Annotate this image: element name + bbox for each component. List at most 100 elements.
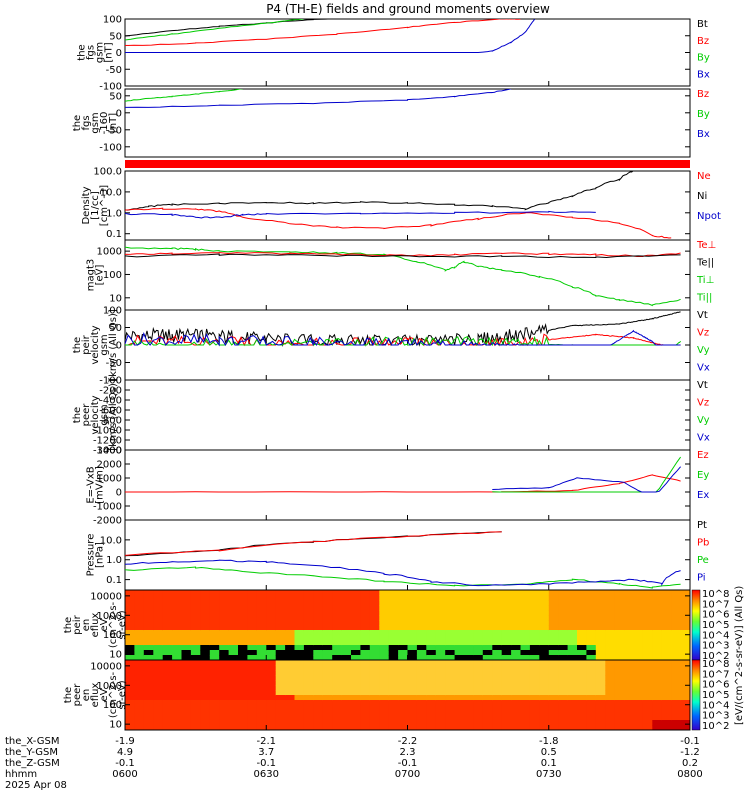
spectrogram-cell (341, 630, 352, 636)
y-axis-label-line: the (72, 115, 83, 131)
spectrogram-cell (247, 640, 258, 646)
spectrogram-cell (285, 725, 295, 730)
spectrogram-cell (238, 595, 248, 601)
spectrogram-cell (595, 625, 606, 631)
spectrogram-cell (303, 720, 314, 726)
spectrogram-cell (595, 610, 606, 616)
spectrogram-cell (605, 650, 616, 656)
spectrogram-cell (661, 615, 672, 621)
spectrogram-cell (595, 695, 606, 701)
spectrogram-cell (322, 605, 333, 611)
y-tick-label: 10 (109, 650, 122, 661)
spectrogram-cell (511, 620, 521, 626)
spectrogram-cell (511, 700, 521, 706)
spectrogram-cell (190, 600, 201, 606)
spectrogram-cell (445, 710, 456, 716)
spectrogram-cell (567, 665, 578, 671)
spectrogram-cell (341, 595, 352, 601)
spectrogram-cell (162, 620, 173, 626)
spectrogram-cell (247, 625, 258, 631)
spectrogram-cell (341, 590, 352, 596)
spectrogram-cell (181, 590, 192, 596)
spectrogram-cell (219, 650, 230, 656)
spectrogram-cell (595, 660, 606, 666)
y-axis-label-line: en (81, 689, 92, 702)
spectrogram-cell (341, 600, 352, 606)
spectrogram-cell (624, 670, 634, 676)
spectrogram-cell (482, 670, 493, 676)
spectrogram-cell (369, 655, 380, 660)
spectrogram-cell (539, 660, 550, 666)
spectrogram-cell (351, 595, 361, 601)
spectrogram-cell (624, 675, 634, 681)
colorbar-tick-label: 10^3 (702, 641, 729, 652)
spectrogram-cell (501, 685, 512, 691)
spectrogram-cell (426, 595, 437, 601)
spectrogram-cell (153, 590, 164, 596)
spectrogram-cell (473, 595, 484, 601)
orbit-row-value: -0.1 (680, 736, 700, 747)
spectrogram-cell (322, 720, 333, 726)
spectrogram-cell (501, 680, 512, 686)
spectrogram-cell (435, 675, 446, 681)
spectrogram-cell (360, 720, 371, 726)
spectrogram-cell (558, 615, 569, 621)
legend-entry: Bt (697, 19, 708, 30)
spectrogram-cell (181, 700, 192, 706)
spectrogram-cell (322, 660, 333, 666)
y-tick-label: 10.0 (100, 535, 122, 546)
spectrogram-cell (219, 685, 230, 691)
colorbar (691, 589, 701, 661)
spectrogram-cell (332, 670, 343, 676)
spectrogram-cell (275, 710, 286, 716)
series-line (125, 207, 672, 239)
spectrogram-cell (595, 690, 606, 696)
spectrogram-cell (181, 665, 192, 671)
panel-frame (124, 519, 691, 591)
spectrogram-cell (219, 595, 230, 601)
spectrogram-cell (614, 670, 625, 676)
spectrogram-cell (435, 660, 446, 666)
spectrogram-cell (275, 705, 286, 711)
spectrogram-cell (511, 610, 521, 616)
spectrogram-cell (275, 590, 286, 596)
spectrogram-cell (190, 715, 201, 721)
spectrogram-cell (134, 690, 145, 696)
y-tick-label: 50 (109, 91, 122, 102)
spectrogram-cell (501, 670, 512, 676)
spectrogram-cell (614, 665, 625, 671)
spectrogram-cell (642, 705, 653, 711)
y-tick-label: 100 (103, 700, 122, 711)
spectrogram-cell (143, 605, 154, 611)
spectrogram-cell (360, 595, 371, 601)
spectrogram-cell (162, 660, 173, 666)
spectrogram-cell (501, 625, 512, 631)
spectrogram-cell (125, 625, 135, 631)
spectrogram-cell (426, 610, 437, 616)
spectrogram-cell (341, 640, 352, 646)
spectrogram-cell (558, 690, 569, 696)
spectrogram-cell (426, 645, 437, 651)
spectrogram-cell (398, 600, 408, 606)
spectrogram-cell (153, 685, 164, 691)
spectrogram-cell (294, 655, 305, 660)
spectrogram-cell (360, 680, 371, 686)
spectrogram-cell (614, 690, 625, 696)
spectrogram-cell (407, 675, 418, 681)
spectrogram-cell (172, 600, 182, 606)
spectrogram-cell (134, 655, 145, 660)
spectrogram-cell (266, 695, 277, 701)
spectrogram-cell (577, 660, 587, 666)
spectrogram-cell (322, 655, 333, 660)
spectrogram-cell (652, 640, 663, 646)
spectrogram-cell (595, 685, 606, 691)
spectrogram-cell (360, 670, 371, 676)
spectrogram-cell (511, 630, 521, 636)
spectrogram-cell (520, 630, 531, 636)
spectrogram-cell (595, 620, 606, 626)
spectrogram-cell (558, 605, 569, 611)
spectrogram-cell (586, 705, 597, 711)
spectrogram-cell (426, 705, 437, 711)
spectrogram-cell (642, 725, 653, 730)
spectrogram-cell (482, 680, 493, 686)
